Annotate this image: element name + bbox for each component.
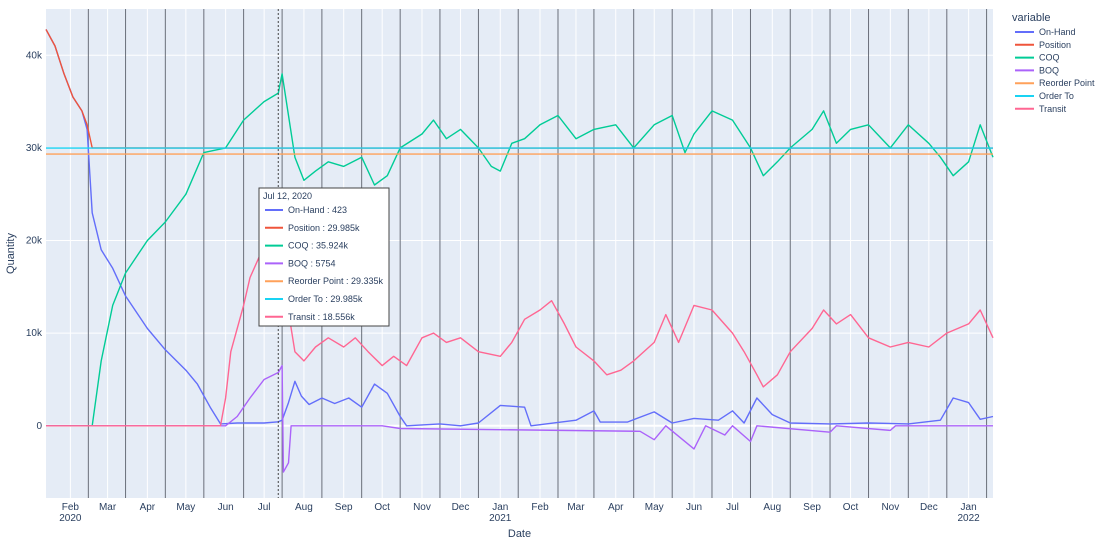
- tooltip-title: Jul 12, 2020: [263, 191, 312, 201]
- legend-label: Reorder Point: [1039, 78, 1095, 88]
- x-tick-label: Jun: [686, 502, 702, 513]
- x-tick-label: Dec: [920, 502, 938, 513]
- tooltip-row: Position : 29.985k: [265, 223, 360, 233]
- x-tick-year: 2021: [489, 513, 512, 524]
- tooltip-row: COQ : 35.924k: [265, 241, 349, 251]
- tooltip-row-label: On-Hand : 423: [288, 205, 347, 215]
- x-tick-label: May: [176, 502, 195, 513]
- legend-label: BOQ: [1039, 65, 1059, 75]
- legend-title: variable: [1012, 12, 1051, 24]
- x-tick-label: Mar: [567, 502, 585, 513]
- x-tick-label: Nov: [413, 502, 431, 513]
- series-line-transit[interactable]: [46, 253, 994, 427]
- legend-item-transit[interactable]: Transit: [1015, 104, 1067, 114]
- tooltip-row-label: COQ : 35.924k: [288, 241, 349, 251]
- x-tick-label: Aug: [763, 502, 781, 513]
- series-line-boq[interactable]: [46, 364, 993, 473]
- y-tick-label: 20k: [26, 236, 43, 247]
- x-tick-label: Oct: [843, 502, 859, 513]
- x-tick-label: Jul: [726, 502, 739, 513]
- legend-item-order-to[interactable]: Order To: [1015, 91, 1074, 101]
- x-tick-label: Apr: [140, 502, 156, 513]
- series-line-coq[interactable]: [46, 73, 994, 427]
- tooltip-row-label: BOQ : 5754: [288, 258, 336, 268]
- tooltip-row: Transit : 18.556k: [265, 312, 355, 322]
- y-tick-label: 0: [36, 421, 42, 432]
- tooltip-row: Order To : 29.985k: [265, 294, 363, 304]
- x-tick-label: Jan: [961, 502, 977, 513]
- series-lines: [45, 29, 994, 473]
- x-tick-label: Feb: [62, 502, 80, 513]
- legend-item-reorder-point[interactable]: Reorder Point: [1015, 78, 1095, 88]
- x-tick-label: Jun: [218, 502, 234, 513]
- x-tick-label: Sep: [803, 502, 821, 513]
- x-tick-label: Dec: [452, 502, 470, 513]
- x-tick-label: Oct: [374, 502, 390, 513]
- legend-label: COQ: [1039, 53, 1060, 63]
- legend-label: Transit: [1039, 104, 1067, 114]
- legend-item-coq[interactable]: COQ: [1015, 53, 1060, 63]
- legend-item-position[interactable]: Position: [1015, 40, 1071, 50]
- x-tick-label: Apr: [608, 502, 624, 513]
- x-tick-label: Nov: [881, 502, 899, 513]
- hover-tooltip: Jul 12, 2020 On-Hand : 423 Position : 29.…: [258, 187, 390, 327]
- legend: variable On-Hand Position COQ BOQ Reorder Po…: [1012, 12, 1095, 114]
- x-tick-label: Feb: [531, 502, 549, 513]
- series-line-on-hand[interactable]: [45, 29, 994, 427]
- x-tick-label: May: [645, 502, 664, 513]
- x-tick-year: 2020: [59, 513, 82, 524]
- tooltip-row-label: Order To : 29.985k: [288, 294, 363, 304]
- y-axis-title: Quantity: [5, 233, 17, 274]
- tooltip-row-label: Position : 29.985k: [288, 223, 360, 233]
- y-axis-ticks: 0 10k 20k 30k 40k: [26, 50, 43, 431]
- x-tick-label: Jul: [258, 502, 271, 513]
- x-tick-label: Aug: [295, 502, 313, 513]
- legend-item-boq[interactable]: BOQ: [1015, 65, 1059, 75]
- tooltip-row: Reorder Point : 29.335k: [265, 276, 384, 286]
- x-tick-year: 2022: [957, 513, 980, 524]
- x-tick-label: Mar: [99, 502, 117, 513]
- legend-label: Order To: [1039, 91, 1074, 101]
- tooltip-row: On-Hand : 423: [265, 205, 347, 215]
- x-tick-label: Sep: [335, 502, 353, 513]
- legend-item-on-hand[interactable]: On-Hand: [1015, 27, 1076, 37]
- y-tick-label: 10k: [26, 328, 43, 339]
- y-tick-label: 40k: [26, 50, 43, 61]
- y-tick-label: 30k: [26, 143, 43, 154]
- tooltip-row-label: Transit : 18.556k: [288, 312, 355, 322]
- x-axis-title: Date: [508, 528, 531, 540]
- legend-label: Position: [1039, 40, 1071, 50]
- tooltip-row-label: Reorder Point : 29.335k: [288, 276, 384, 286]
- tooltip-row: BOQ : 5754: [265, 258, 336, 268]
- x-tick-label: Jan: [492, 502, 508, 513]
- legend-label: On-Hand: [1039, 27, 1076, 37]
